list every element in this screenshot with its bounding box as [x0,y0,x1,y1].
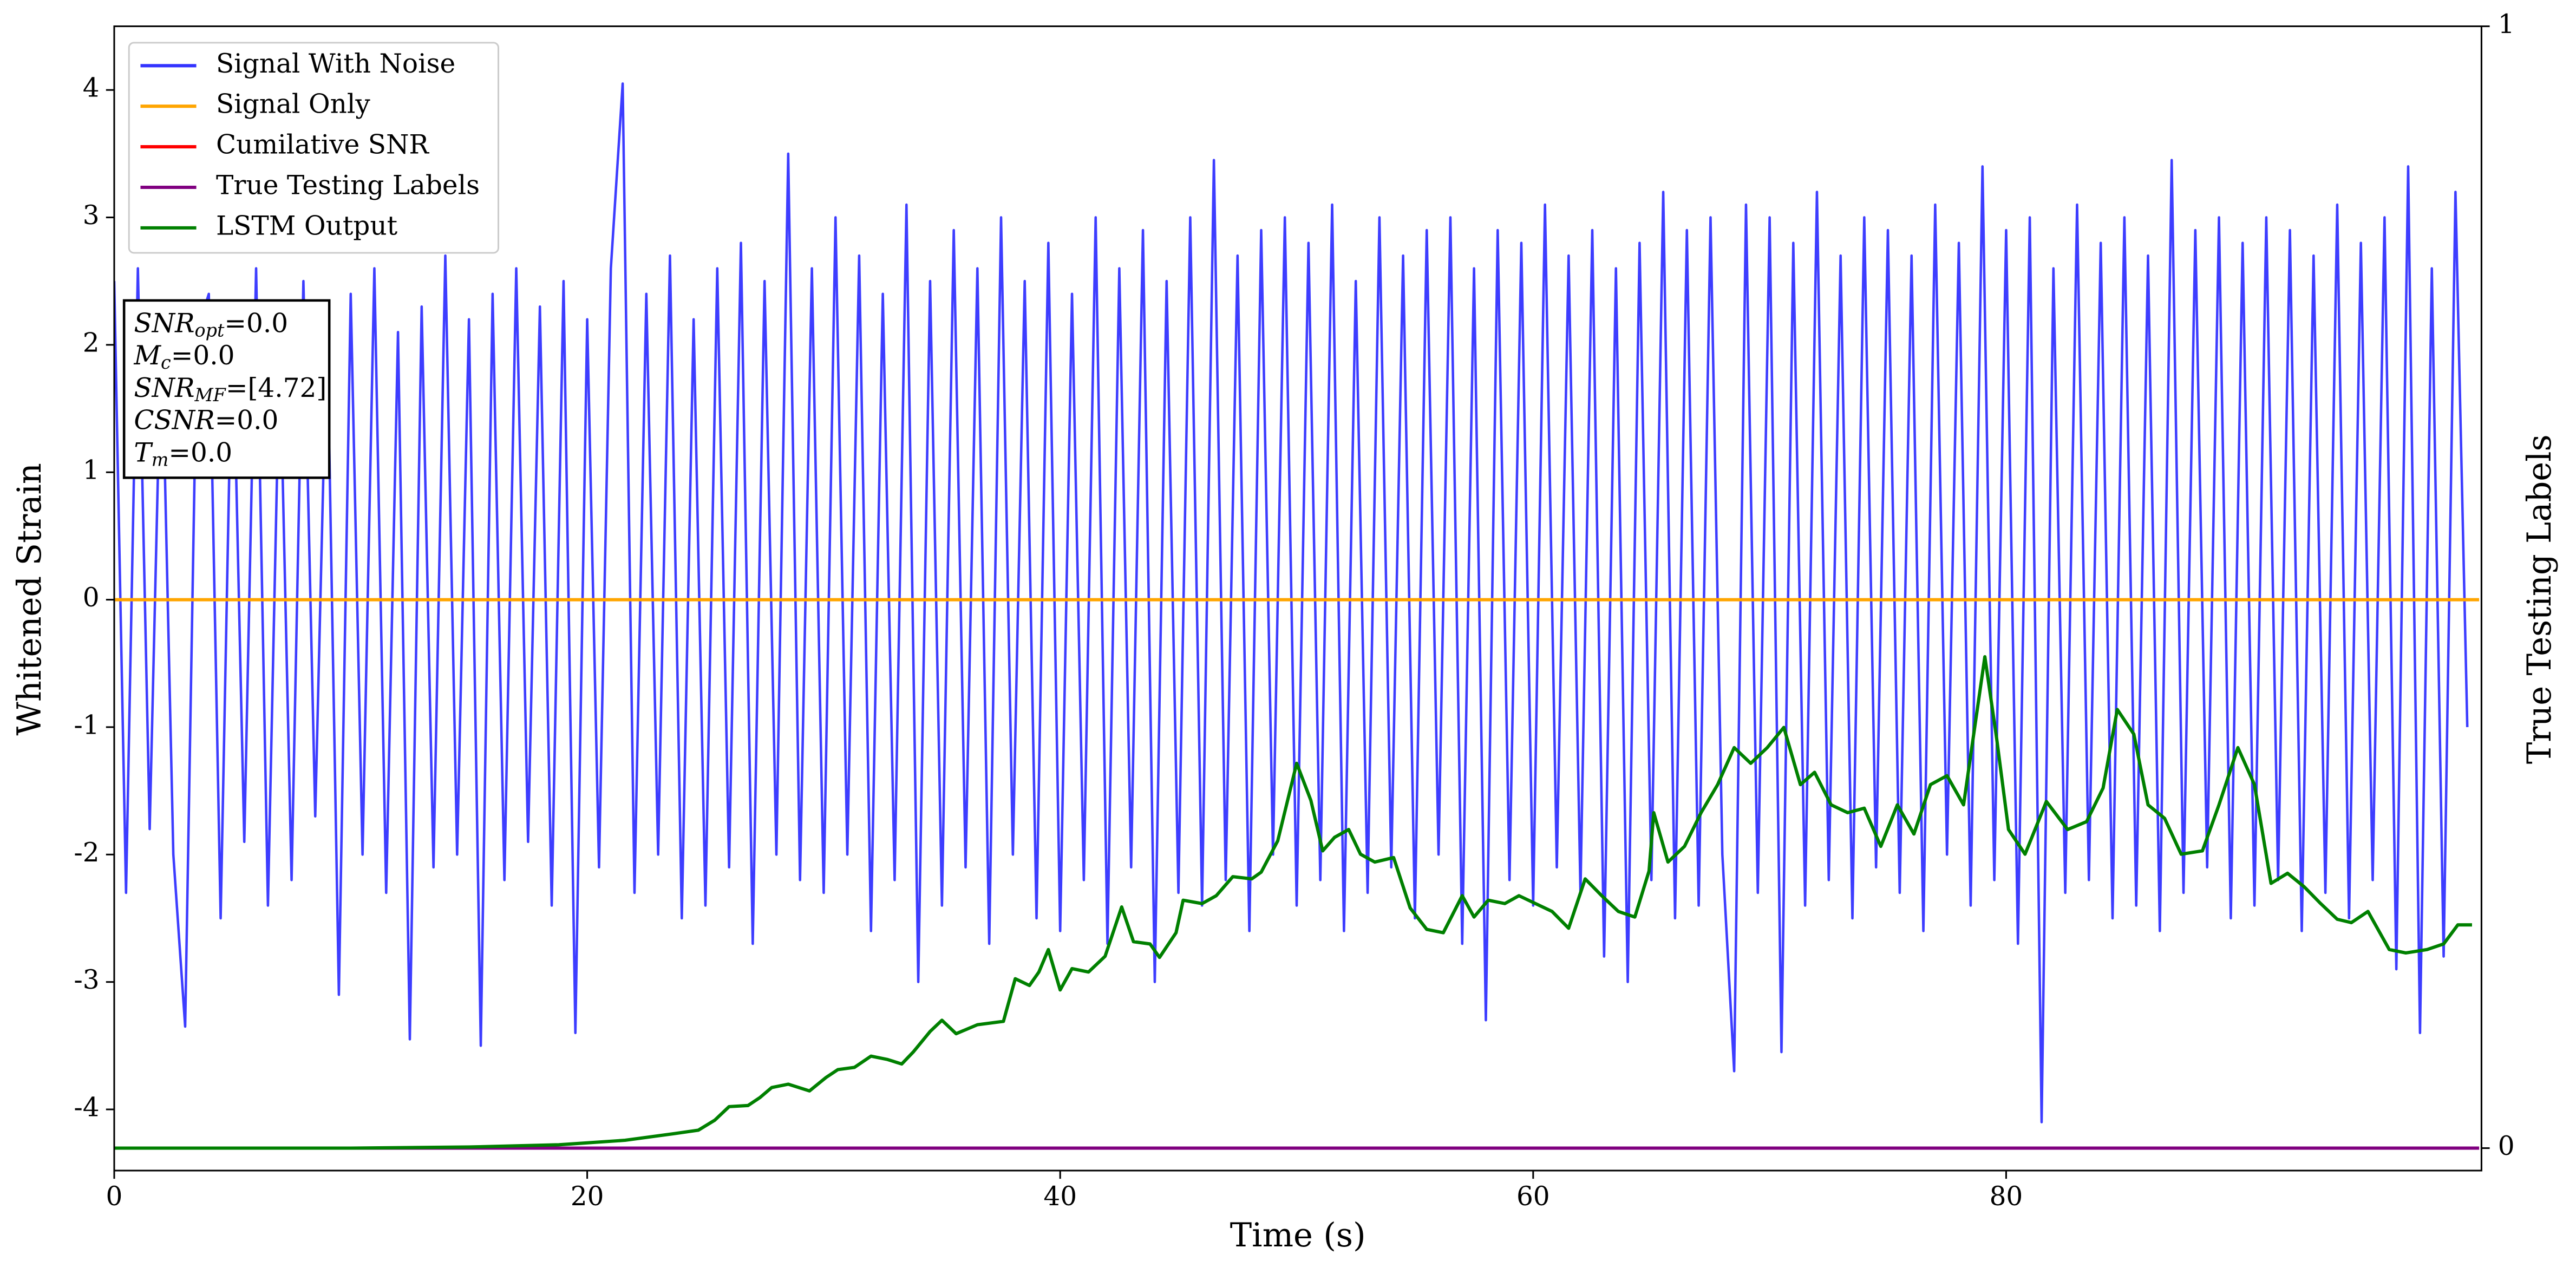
y-tick-label: 3 [83,200,100,231]
annotation-subscript: MF [194,384,227,406]
x-tick-label: 60 [1516,1181,1550,1212]
annotation: SNRopt=0.0Mc=0.0SNRMF=[4.72]CSNR=0.0Tm=0… [122,299,331,479]
annotation-box [122,299,331,479]
annotation-symbol: M [133,341,161,371]
y2-tick-label: 0 [2498,1131,2515,1161]
x-tick-label: 0 [106,1181,123,1212]
x-axis-label: Time (s) [1230,1217,1366,1255]
y-tick-label: 4 [83,73,100,103]
y-tick-label: -2 [74,838,99,868]
legend-label: Signal With Noise [216,49,455,79]
annotation-symbol: T [134,437,153,468]
annotation-value: =0.0 [168,437,232,468]
y-tick-label: -1 [74,710,99,740]
annotation-subscript: c [161,352,171,373]
x-tick-label: 40 [1043,1181,1077,1212]
y-tick-label: -3 [74,965,99,995]
y-tick-label: -4 [74,1093,99,1123]
x-tick-label: 80 [1990,1181,2023,1212]
x-tick-label: 20 [571,1181,604,1212]
annotation-value: =0.0 [224,308,288,338]
y-axis-label: Whitened Strain [11,463,49,735]
y2-tick-label: 1 [2498,9,2515,40]
plot-frame [113,25,2482,1172]
annotation-value: =0.0 [215,405,279,435]
legend-label: True Testing Labels [216,170,480,200]
y-tick-label: 1 [83,455,100,486]
annotation-symbol: CSNR [134,405,214,435]
annotation-symbol: SNR [134,373,194,403]
annotation-line: Tm=0.0 [134,437,232,471]
y-tick-label: 2 [83,328,100,358]
y2-axis-label: True Testing Labels [2521,434,2559,764]
annotation-line: Mc=0.0 [133,341,234,374]
legend: Signal With Noise Signal Only Cumilative S… [128,42,500,254]
series-line [114,82,2469,1123]
annotation-subscript: opt [195,320,225,341]
y-tick-label: 0 [83,583,100,613]
annotation-subscript: m [152,449,169,470]
annotation-symbol: SNR [134,308,194,338]
annotation-line: SNRopt=0.0 [134,308,288,341]
annotation-value: =[4.72] [226,373,326,403]
legend-label: Cumilative SNR [216,130,429,160]
annotation-line: CSNR=0.0 [134,405,278,435]
annotation-line: SNRMF=[4.72] [134,373,326,406]
annotation-value: =0.0 [171,341,235,371]
legend-label: LSTM Output [216,211,398,241]
series-line [114,655,2472,1150]
legend-label: Signal Only [216,89,370,120]
legend-box [128,42,500,254]
